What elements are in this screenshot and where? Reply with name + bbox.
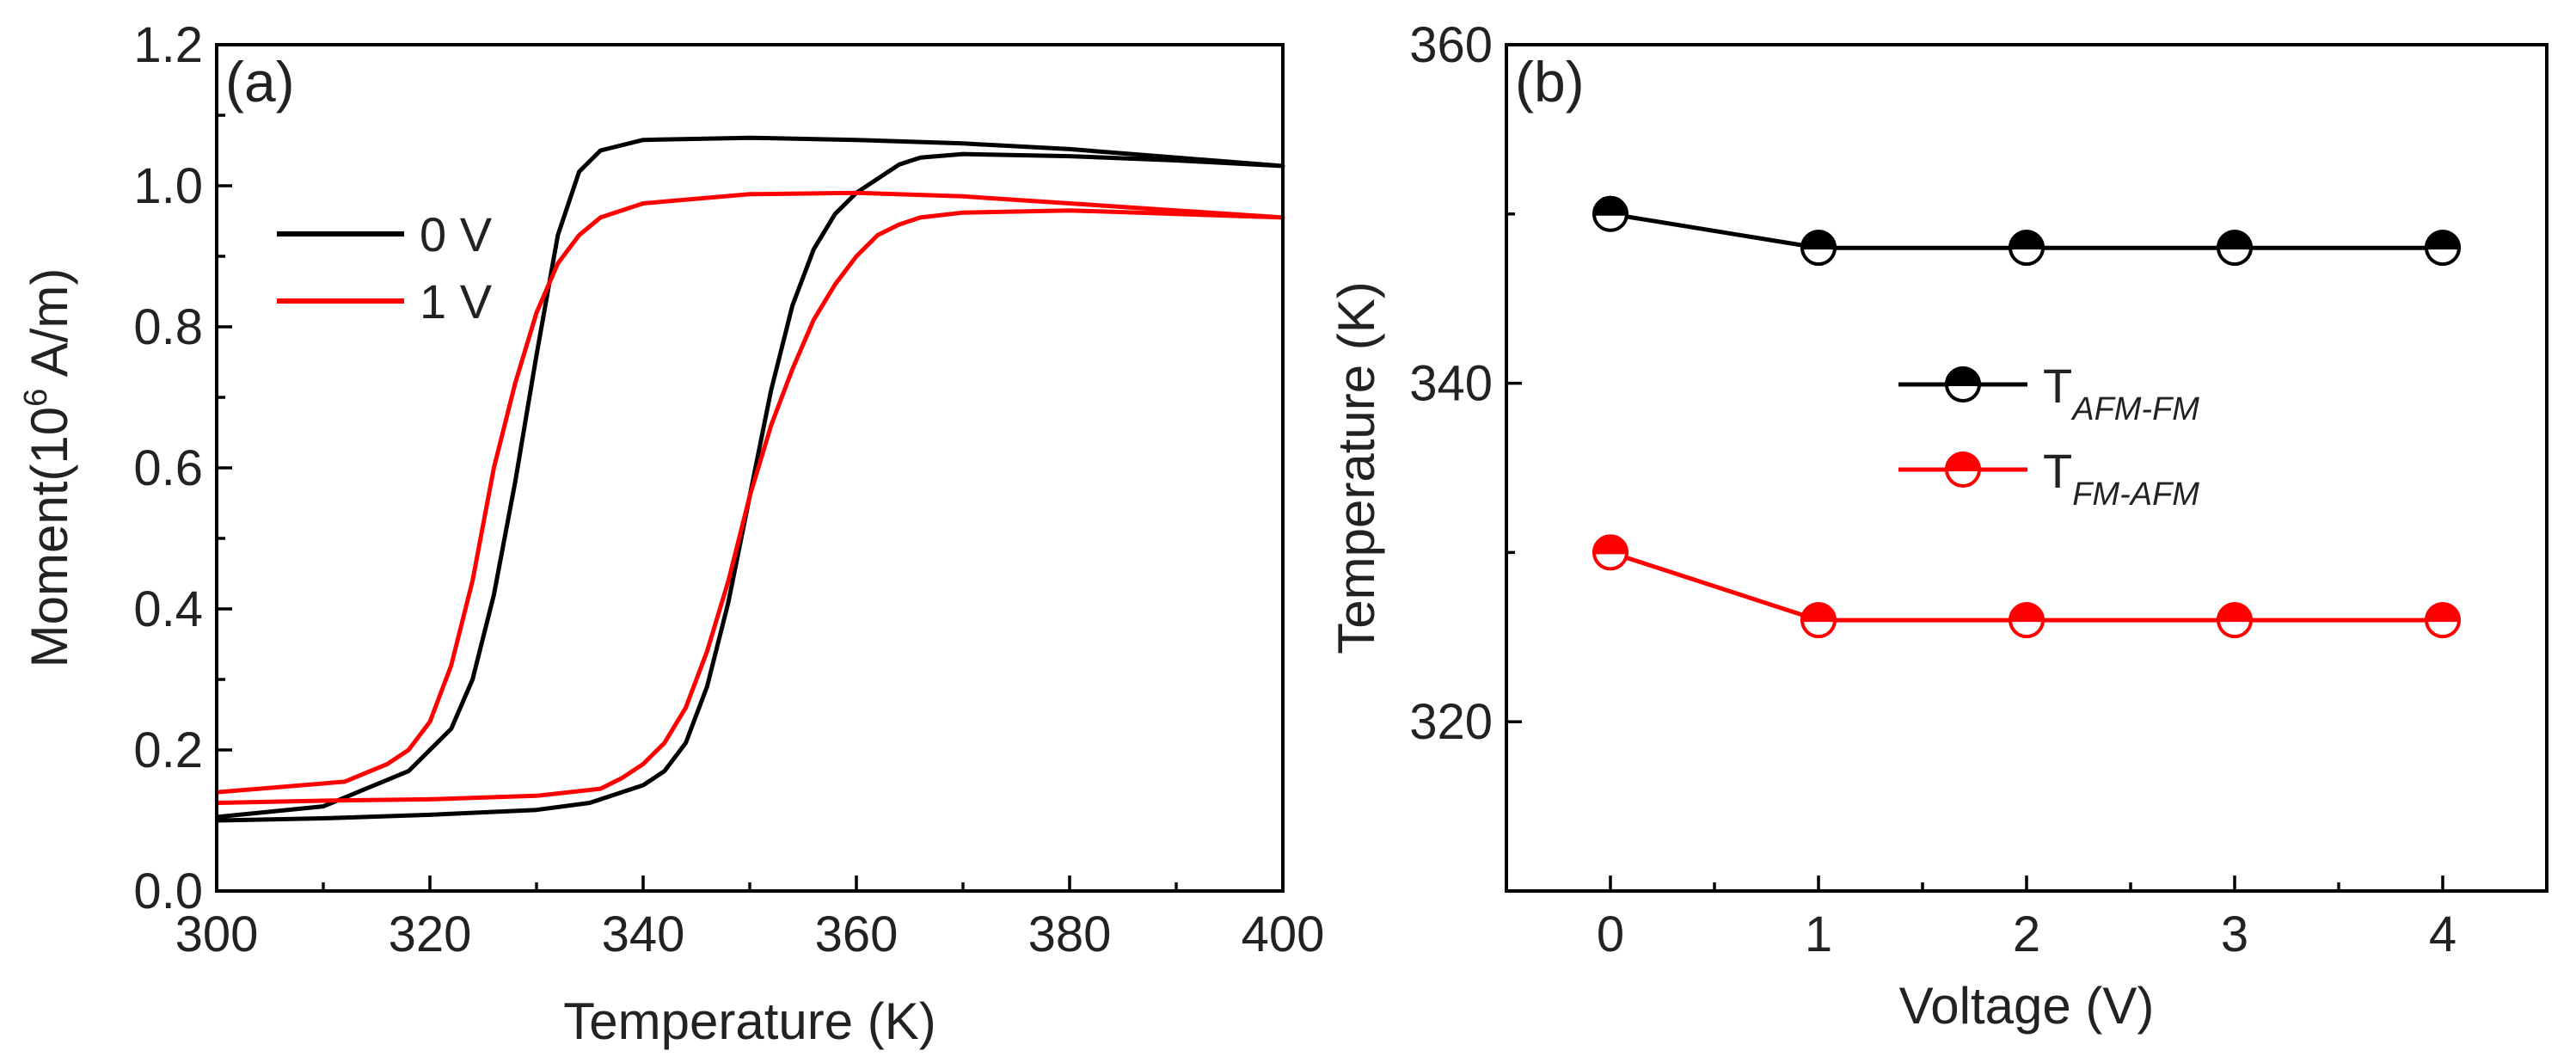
legend-marker-fm-afm: [1944, 452, 1982, 488]
data-point-afm-fm: [1592, 195, 1629, 232]
panel-b-label: (b): [1515, 50, 1585, 114]
x-tick-label: 3: [2221, 906, 2248, 962]
y-tick-label: 360: [1409, 17, 1493, 73]
data-point-fm-afm: [1800, 602, 1837, 639]
y-tick-label: 0.8: [133, 299, 203, 355]
x-tick-label: 0: [1597, 906, 1624, 962]
panel-b-y-axis-title: Temperature (K): [1328, 281, 1385, 654]
data-point-fm-afm: [1592, 534, 1629, 571]
x-tick-label: 340: [602, 906, 685, 962]
panel-a-label: (a): [225, 50, 295, 114]
y-tick-label: 1.2: [133, 17, 203, 73]
legend-label-afm-fm-main: T: [2043, 359, 2072, 413]
legend-label-fm-afm-main: T: [2043, 444, 2072, 498]
legend-marker-symbol-afm-fm: [1944, 366, 1982, 402]
panel-b-legend: TAFM-FM TFM-AFM: [1898, 359, 2199, 513]
y-title-unit: A/m): [21, 268, 78, 389]
y-tick-label: 340: [1409, 356, 1493, 412]
legend-marker-afm-fm: [1944, 366, 1982, 402]
x-tick-label: 4: [2429, 906, 2456, 962]
y-tick-label: 1.0: [133, 158, 203, 214]
data-point-afm-fm: [1800, 230, 1837, 267]
legend-label-afm-fm-sub: AFM-FM: [2070, 391, 2199, 427]
data-point-afm-fm: [2424, 230, 2462, 267]
panel-b-chart: (b) 0 1 2 3 4 320 340 360 Voltage (V) Temperat…: [1328, 17, 2548, 1035]
legend-label-fm-afm: TFM-AFM: [2043, 444, 2199, 513]
panel-a-y-tick-labels: 0.0 0.2 0.4 0.6 0.8 1.0 1.2: [133, 17, 203, 919]
panel-a-series: [216, 135, 1285, 823]
series-line-0v: [216, 135, 1285, 823]
y-tick-label: 0.2: [133, 722, 203, 778]
panel-b-y-tick-labels: 320 340 360: [1409, 17, 1493, 750]
panel-a-chart: (a) 300 320 340 360 380 400 0.0 0.2 0.4 0.6 0.8 1.…: [18, 17, 1324, 1050]
panel-a-legend: 0 V 1 V: [277, 207, 493, 329]
y-tick-label: 0.6: [133, 440, 203, 496]
series-line-1v: [216, 190, 1285, 805]
panel-a-frame: [215, 43, 1285, 893]
x-tick-label: 2: [2013, 906, 2040, 962]
legend-label-1v: 1 V: [420, 274, 493, 329]
data-point-afm-fm: [2216, 230, 2254, 267]
x-tick-label: 400: [1242, 906, 1325, 962]
panel-b-frame: [1505, 43, 2548, 893]
x-tick-label: 320: [389, 906, 472, 962]
panel-b-x-tick-labels: 0 1 2 3 4: [1597, 906, 2456, 962]
legend-label-0v: 0 V: [420, 207, 493, 261]
data-point-afm-fm: [2008, 230, 2045, 267]
y-title-main: Moment(10: [21, 407, 78, 667]
panel-a-y-axis-title: Moment(106 A/m): [18, 268, 78, 668]
y-tick-label: 320: [1409, 694, 1493, 750]
panel-b-series: [1592, 195, 2462, 639]
legend-label-afm-fm: TAFM-FM: [2043, 359, 2199, 427]
panel-b-ticks: [1505, 43, 2548, 893]
legend-marker-symbol-fm-afm: [1944, 452, 1982, 488]
panel-a-ticks: [215, 43, 1285, 893]
x-tick-label: 360: [815, 906, 899, 962]
panel-b-x-axis-title: Voltage (V): [1899, 977, 2155, 1035]
x-tick-label: 380: [1028, 906, 1112, 962]
data-point-fm-afm: [2216, 602, 2254, 639]
x-tick-label: 1: [1805, 906, 1832, 962]
y-tick-label: 0.4: [133, 581, 203, 637]
x-tick-label: 300: [175, 906, 259, 962]
panel-a-x-axis-title: Temperature (K): [563, 992, 935, 1050]
legend-label-fm-afm-sub: FM-AFM: [2072, 476, 2199, 513]
panel-a-x-tick-labels: 300 320 340 360 380 400: [175, 906, 1325, 962]
data-point-fm-afm: [2008, 602, 2045, 639]
data-point-fm-afm: [2424, 602, 2462, 639]
y-tick-label: 0.0: [133, 863, 203, 919]
y-title-exponent: 6: [18, 389, 54, 407]
